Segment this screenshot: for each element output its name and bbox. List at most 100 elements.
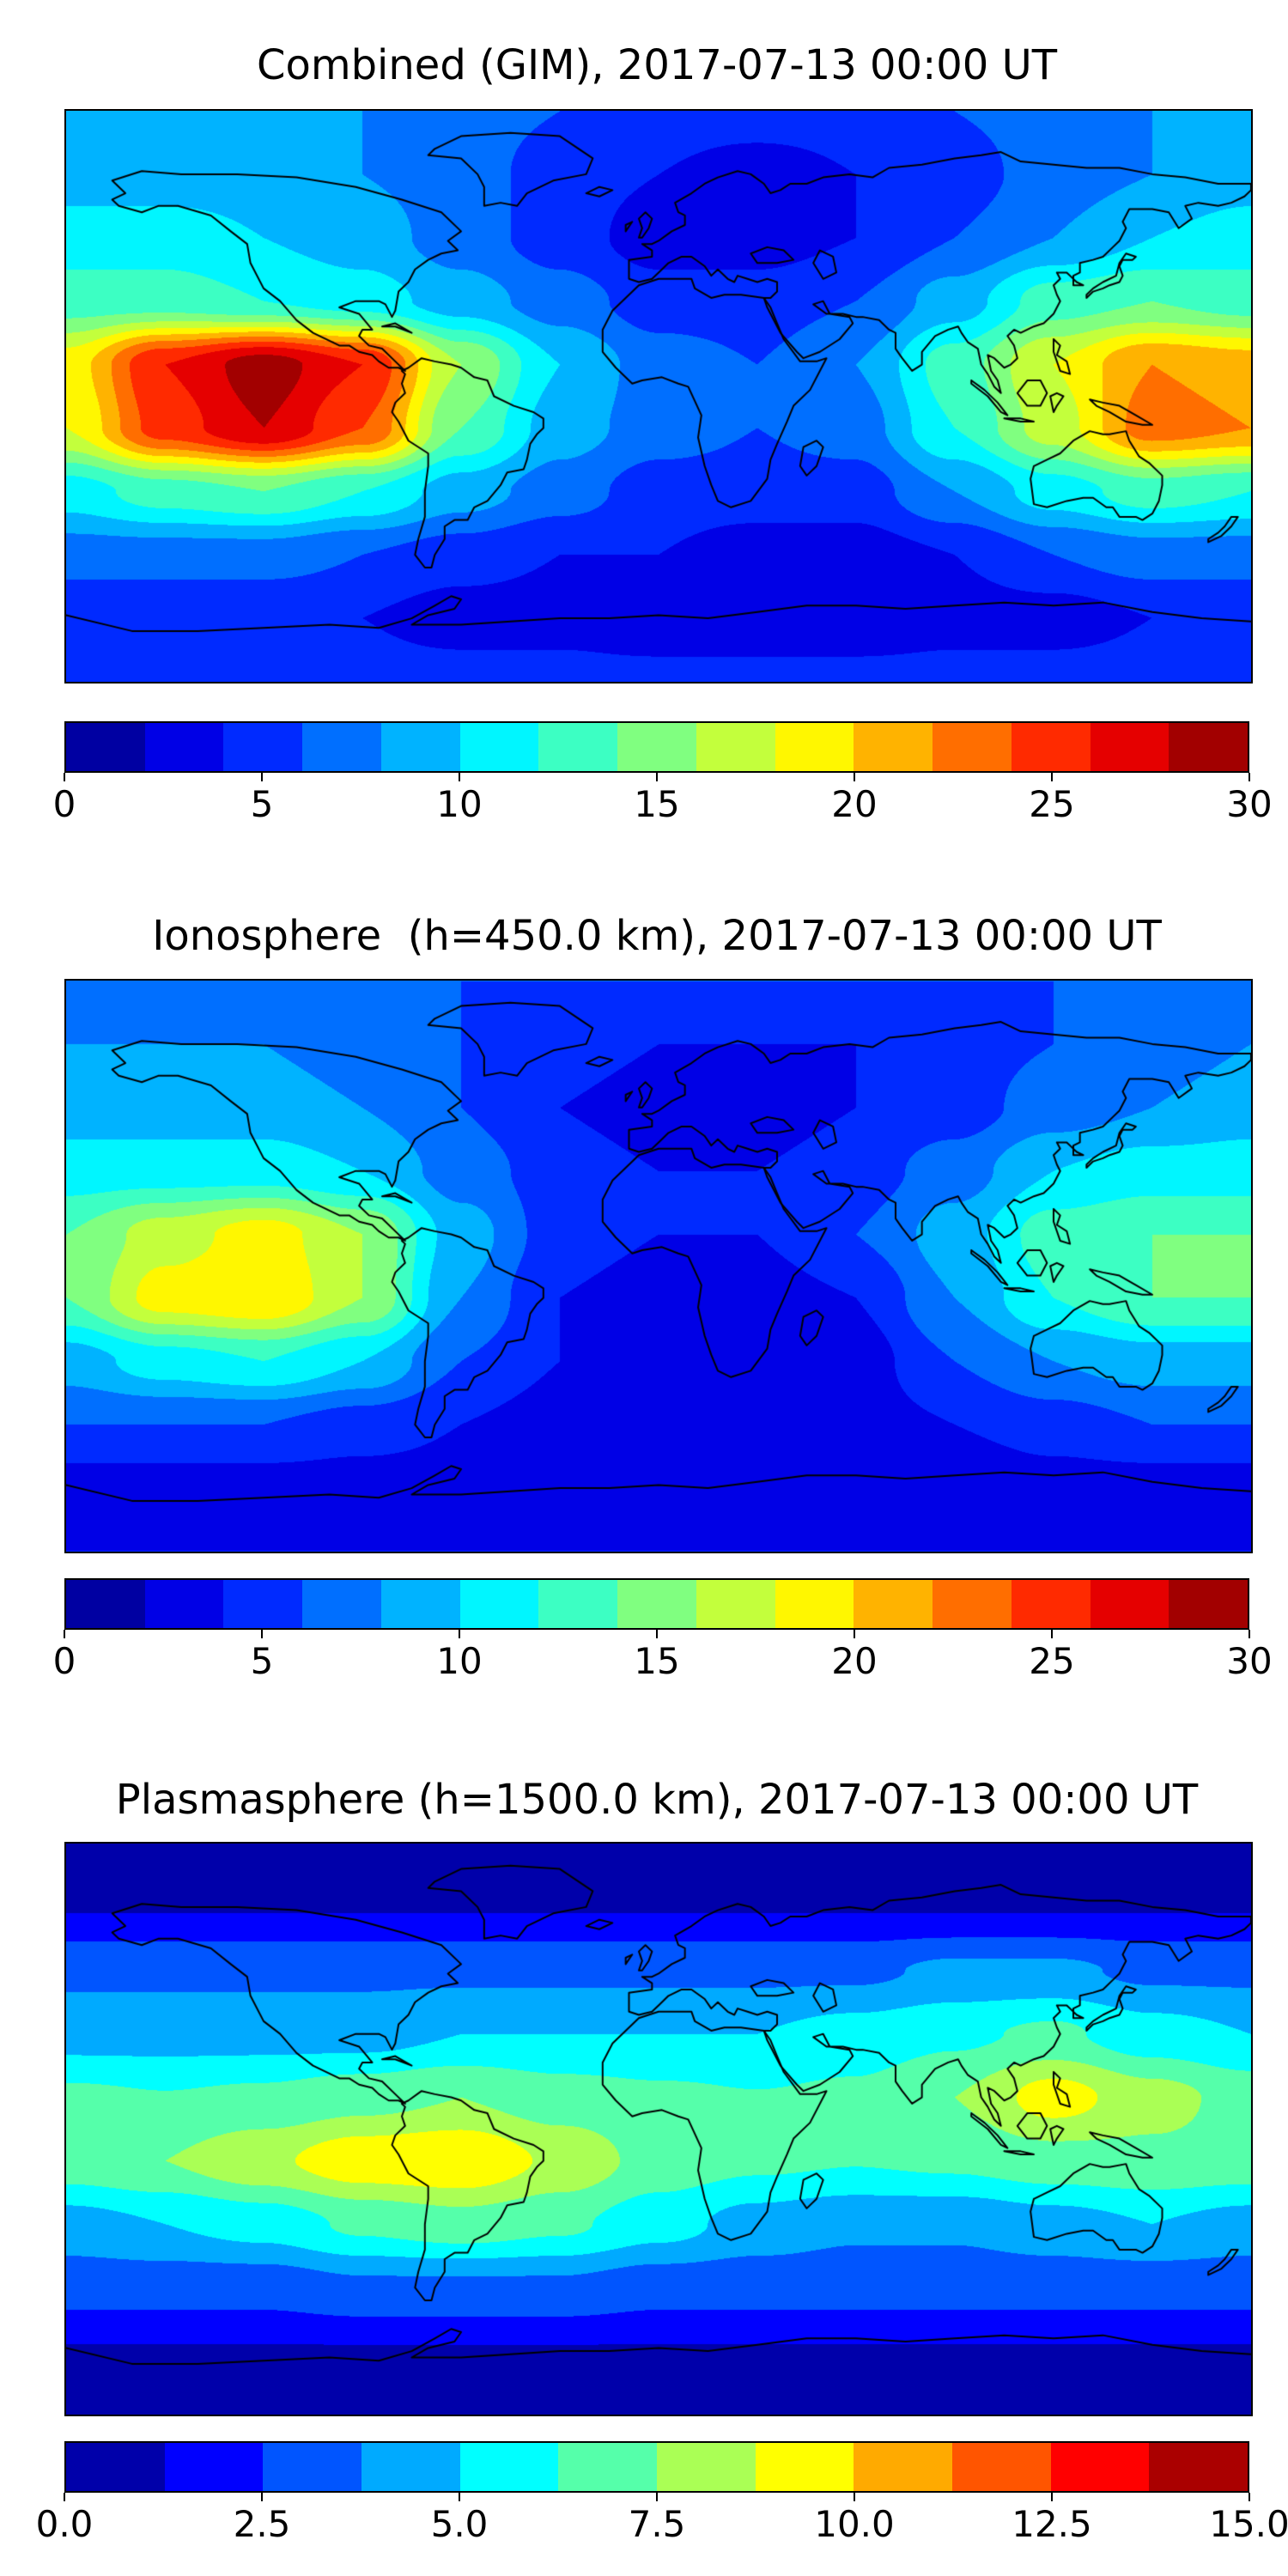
colorbar-tick-label: 7.5	[628, 2503, 686, 2545]
colorbar-tick-label: 0	[52, 1640, 76, 1682]
colorbar-ticks-combined: 0 5 10 15 20 25 30	[53, 773, 1273, 829]
colorbar-band	[459, 723, 539, 771]
colorbar-band	[854, 1580, 933, 1628]
colorbar-tick	[656, 2493, 658, 2501]
colorbar-band	[380, 1580, 460, 1628]
colorbar-band	[755, 2443, 854, 2491]
colorbar-ticks-ionosphere: 0 5 10 15 20 25 30	[53, 1630, 1273, 1686]
colorbar-tick-label: 12.5	[1012, 2503, 1092, 2545]
colorbar-tick	[459, 2493, 460, 2501]
colorbar-band	[459, 1580, 539, 1628]
colorbar-ticks-plasmasphere: 0.0 2.5 5.0 7.5 10.0 12.5 15.0	[36, 2493, 1288, 2549]
colorbar-band	[66, 2443, 165, 2491]
colorbar-band	[933, 723, 1012, 771]
colorbar-band	[66, 1580, 145, 1628]
colorbar-tick	[261, 1630, 263, 1638]
colorbar-tick-label: 30	[1226, 1640, 1273, 1682]
colorbar-tick-label: 15	[634, 1640, 680, 1682]
colorbar-band	[66, 723, 145, 771]
colorbar-tick-label: 25	[1029, 1640, 1075, 1682]
colorbar-plasmasphere: 0.0 2.5 5.0 7.5 10.0 12.5 15.0	[36, 2441, 1288, 2549]
colorbar-bar-plasmasphere	[64, 2441, 1249, 2493]
colorbar-band	[1169, 723, 1249, 771]
colorbar-band	[1011, 723, 1091, 771]
colorbar-tick-label: 5	[250, 1640, 274, 1682]
colorbar-band	[459, 2443, 559, 2491]
colorbar-band	[263, 2443, 362, 2491]
colorbar-tick-label: 20	[831, 1640, 878, 1682]
colorbar-band	[952, 2443, 1051, 2491]
colorbar-tick	[261, 773, 263, 781]
map-canvas-ionosphere	[66, 981, 1251, 1552]
colorbar-band	[380, 723, 460, 771]
colorbar-band	[775, 723, 854, 771]
colorbar-band	[538, 723, 618, 771]
panel-title-ionosphere: Ionosphere (h=450.0 km), 2017-07-13 00:0…	[152, 912, 1162, 960]
colorbar-tick-label: 15	[634, 783, 680, 825]
map-canvas-combined	[66, 111, 1251, 682]
colorbar-band	[223, 723, 303, 771]
colorbar-band	[696, 1580, 775, 1628]
colorbar-tick-label: 0.0	[35, 2503, 94, 2545]
colorbar-band	[144, 1580, 224, 1628]
colorbar-tick-label: 10.0	[814, 2503, 895, 2545]
colorbar-band	[538, 1580, 618, 1628]
colorbar-tick	[1249, 773, 1250, 781]
colorbar-tick	[1051, 2493, 1053, 2501]
colorbar-band	[933, 1580, 1012, 1628]
colorbar-band	[775, 1580, 854, 1628]
colorbar-band	[854, 723, 933, 771]
panel-title-combined: Combined (GIM), 2017-07-13 00:00 UT	[256, 41, 1058, 89]
colorbar-band	[617, 723, 696, 771]
colorbar-bar-combined	[64, 721, 1249, 773]
colorbar-band	[558, 2443, 658, 2491]
colorbar-ionosphere: 0 5 10 15 20 25 30	[53, 1578, 1273, 1686]
colorbar-tick-label: 10	[436, 1640, 483, 1682]
colorbar-band	[302, 723, 381, 771]
colorbar-band	[854, 2443, 953, 2491]
colorbar-tick	[854, 2493, 855, 2501]
colorbar-band	[223, 1580, 303, 1628]
colorbar-band	[696, 723, 775, 771]
colorbar-band	[617, 1580, 696, 1628]
colorbar-band	[1050, 2443, 1150, 2491]
colorbar-tick	[854, 1630, 855, 1638]
colorbar-band	[1090, 1580, 1170, 1628]
colorbar-tick	[1051, 773, 1053, 781]
colorbar-tick-label: 20	[831, 783, 878, 825]
colorbar-tick-label: 0	[52, 783, 76, 825]
colorbar-band	[361, 2443, 460, 2491]
colorbar-tick	[1249, 1630, 1250, 1638]
colorbar-tick-label: 2.5	[233, 2503, 291, 2545]
map-ionosphere	[64, 979, 1253, 1553]
colorbar-tick-label: 15.0	[1209, 2503, 1288, 2545]
colorbar-band	[144, 723, 224, 771]
colorbar-tick	[64, 1630, 65, 1638]
colorbar-band	[1169, 1580, 1249, 1628]
map-canvas-plasmasphere	[66, 1844, 1251, 2415]
colorbar-tick	[459, 773, 460, 781]
colorbar-tick	[656, 1630, 658, 1638]
colorbar-band	[657, 2443, 756, 2491]
colorbar-tick	[656, 773, 658, 781]
colorbar-bar-ionosphere	[64, 1578, 1249, 1630]
colorbar-tick-label: 25	[1029, 783, 1075, 825]
colorbar-band	[1149, 2443, 1249, 2491]
colorbar-tick-label: 5	[250, 783, 274, 825]
colorbar-tick-label: 10	[436, 783, 483, 825]
map-combined	[64, 109, 1253, 683]
colorbar-band	[164, 2443, 264, 2491]
colorbar-band	[1011, 1580, 1091, 1628]
colorbar-band	[302, 1580, 381, 1628]
colorbar-tick-label: 5.0	[430, 2503, 489, 2545]
colorbar-tick	[459, 1630, 460, 1638]
panel-title-plasmasphere: Plasmasphere (h=1500.0 km), 2017-07-13 0…	[115, 1776, 1199, 1824]
colorbar-tick	[1249, 2493, 1250, 2501]
colorbar-tick	[1051, 1630, 1053, 1638]
colorbar-tick	[854, 773, 855, 781]
colorbar-tick-label: 30	[1226, 783, 1273, 825]
colorbar-combined: 0 5 10 15 20 25 30	[53, 721, 1273, 829]
map-plasmasphere	[64, 1842, 1253, 2416]
colorbar-tick	[64, 2493, 65, 2501]
